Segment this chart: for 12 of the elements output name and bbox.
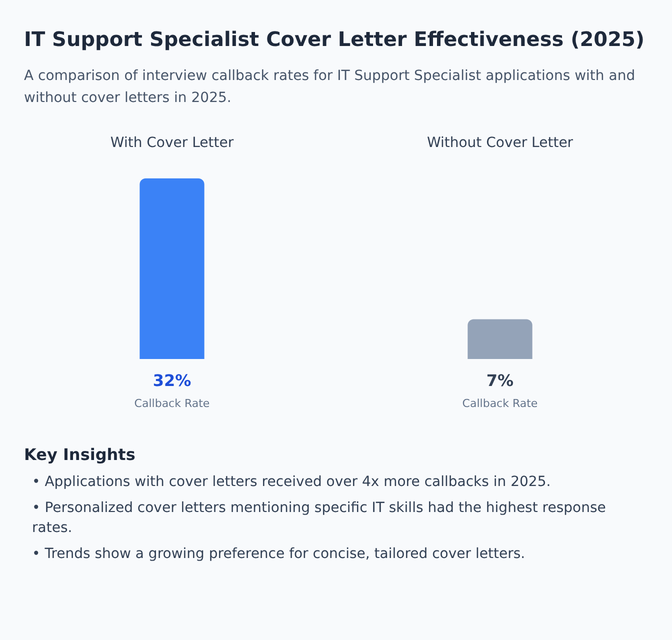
x-tick-label: With Cover Letter [110,135,234,152]
text: Callback Rate [134,396,210,410]
text: Callback Rate [462,396,538,410]
text: • Trends show a growing preference for concise, tailored cover letters. [32,545,526,564]
data-label: 32% [152,371,192,390]
text: • Applications with cover letters received over 4x more callbacks in 2025. [32,473,552,492]
x-tick-label: Without Cover Letter [426,135,574,152]
chart-title: IT Support Specialist Cover Letter Effectiveness (2025) [24,26,646,53]
text: • Personalized cover letters mentioning specific IT skills had the highest response rates. [32,499,607,538]
data-label: 7% [486,371,514,390]
text: Key Insights [24,445,136,464]
chart-subtitle: A comparison of interview callback rates for IT Support Specialist applications with and without cover letters in 2025. [24,67,636,108]
